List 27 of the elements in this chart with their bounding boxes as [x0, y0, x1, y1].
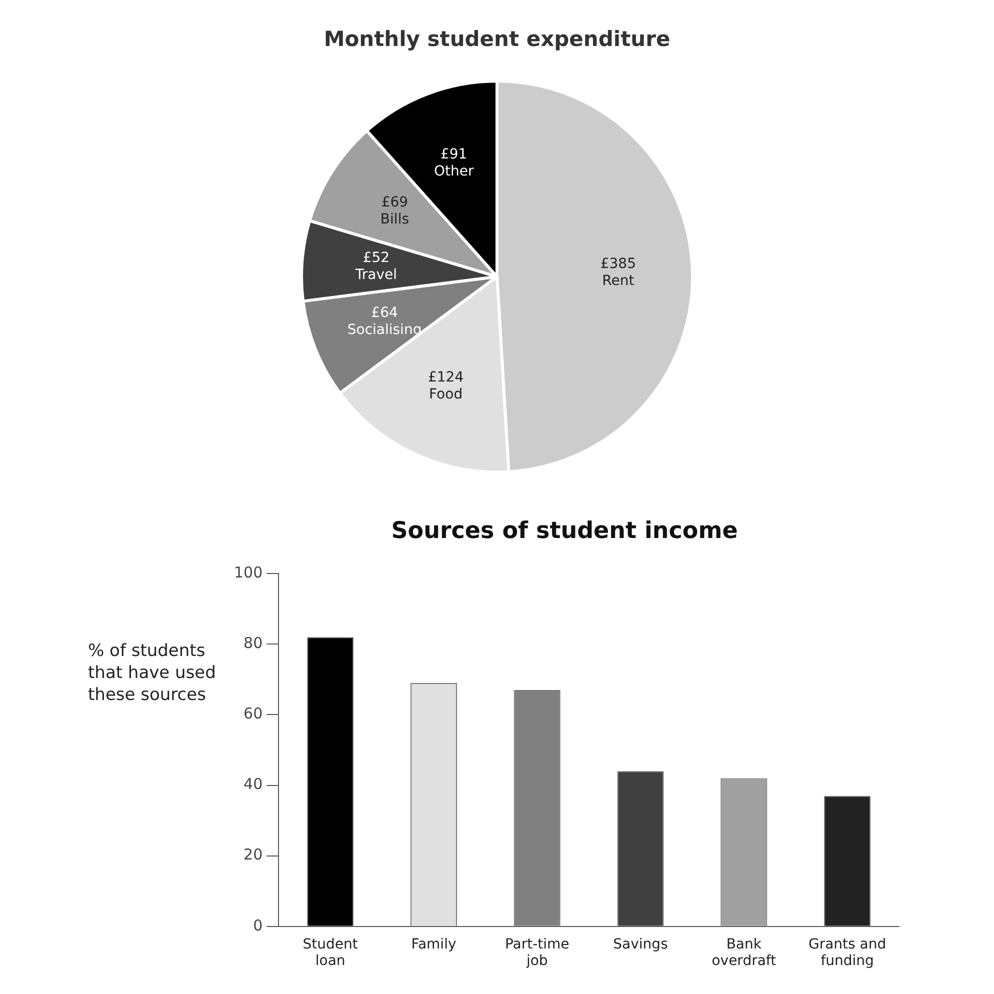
y-tick-label: 80	[244, 634, 263, 652]
x-tick-label: Student loan	[302, 936, 358, 970]
y-axis-title: % of students that have used these sources	[88, 640, 217, 706]
y-tick-label: 40	[244, 775, 263, 794]
y-tick-label: 100	[234, 563, 263, 582]
slice-label: Socialising	[347, 322, 422, 338]
y-tick-label: 0	[253, 916, 263, 934]
data-label: £69	[381, 194, 408, 211]
slice-label: Travel	[354, 266, 398, 283]
data-label: £52	[362, 250, 390, 266]
chart-title: Sources of student income	[391, 518, 738, 544]
y-tick-label: 60	[244, 704, 263, 723]
data-label: £385	[600, 256, 636, 272]
x-tick-label: Grants and funding	[808, 936, 886, 970]
slice-label: Rent	[602, 273, 635, 290]
slice-label: Food	[429, 386, 463, 403]
x-tick-label: Family	[411, 936, 456, 952]
data-label: £64	[371, 304, 398, 321]
y-tick-label: 20	[244, 846, 263, 864]
data-label: £91	[440, 146, 468, 162]
chart-title: Monthly student expenditure	[324, 27, 670, 52]
x-tick-label: Savings	[613, 936, 668, 952]
slice-label: Bills	[380, 212, 409, 228]
data-label: £124	[428, 370, 464, 386]
x-tick-label: Bank overdraft	[712, 936, 777, 970]
x-tick-label: Part-time job	[504, 936, 570, 970]
slice-label: Other	[434, 163, 474, 180]
